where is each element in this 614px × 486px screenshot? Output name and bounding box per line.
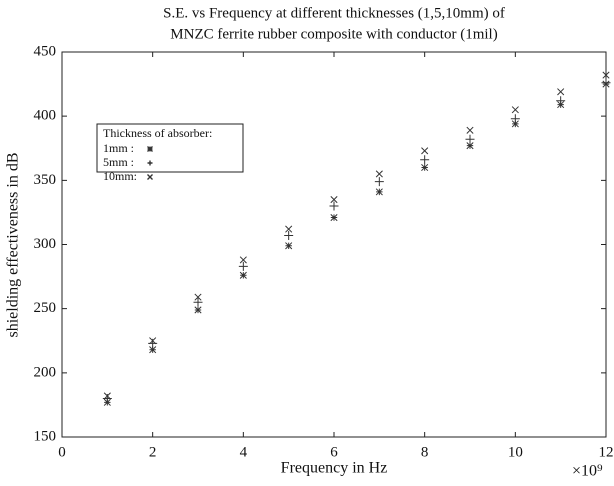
data-point: [375, 188, 383, 196]
data-point: [511, 120, 519, 128]
legend-marker: [147, 174, 153, 180]
data-point: [103, 392, 111, 400]
x-scale-label: ×10⁹: [572, 463, 603, 480]
data-point: [556, 96, 566, 106]
data-point: [511, 106, 519, 114]
legend-box: [96, 123, 244, 173]
chart-title: MNZC ferrite rubber composite with condu…: [170, 26, 497, 42]
y-tick-label: 400: [34, 108, 57, 124]
x-tick-label: 0: [58, 444, 66, 460]
data-point: [149, 346, 157, 354]
legend-label: 1mm :: [103, 141, 134, 155]
data-point: [557, 88, 565, 96]
data-point: [421, 147, 429, 155]
x-tick-label: 10: [508, 444, 523, 460]
data-point: [420, 155, 430, 165]
chart-title: S.E. vs Frequency at different thickness…: [163, 5, 505, 21]
y-tick-label: 250: [34, 300, 57, 316]
data-point: [330, 196, 338, 204]
x-tick-label: 4: [240, 444, 248, 460]
data-point: [602, 71, 610, 79]
data-point: [239, 271, 247, 279]
data-point: [194, 306, 202, 314]
data-point: [330, 213, 338, 222]
legend-title: Thickness of absorber:: [103, 126, 212, 140]
legend-label: 5mm :: [103, 155, 134, 169]
y-tick-label: 450: [34, 43, 57, 59]
x-tick-label: 6: [330, 444, 338, 460]
data-point: [239, 256, 247, 264]
y-tick-label: 300: [34, 236, 57, 252]
y-tick-label: 350: [34, 172, 57, 188]
data-point: [238, 261, 248, 271]
data-point: [329, 201, 339, 211]
x-tick-label: 8: [421, 444, 429, 460]
data-point: [601, 78, 611, 88]
data-point: [285, 225, 293, 233]
data-point: [374, 177, 384, 187]
y-tick-label: 200: [34, 364, 57, 380]
plot-frame: [61, 51, 607, 438]
data-point: [284, 231, 294, 241]
data-point: [375, 170, 383, 178]
y-axis-label: shielding effectiveness in dB: [5, 153, 22, 338]
data-point: [193, 297, 203, 307]
data-point: [285, 242, 293, 250]
legend-marker: [147, 146, 153, 152]
x-axis-label: Frequency in Hz: [281, 460, 388, 477]
data-point: [421, 163, 429, 172]
data-point: [510, 114, 520, 124]
legend-label: 10mm:: [103, 169, 137, 183]
x-tick-label: 2: [149, 444, 157, 460]
data-point: [466, 126, 474, 134]
data-point: [465, 134, 475, 144]
legend-marker: [147, 160, 153, 166]
data-point: [194, 293, 202, 301]
data-point: [466, 142, 474, 150]
y-tick-label: 150: [34, 428, 57, 444]
x-tick-label: 12: [599, 444, 614, 460]
data-point: [149, 337, 157, 345]
